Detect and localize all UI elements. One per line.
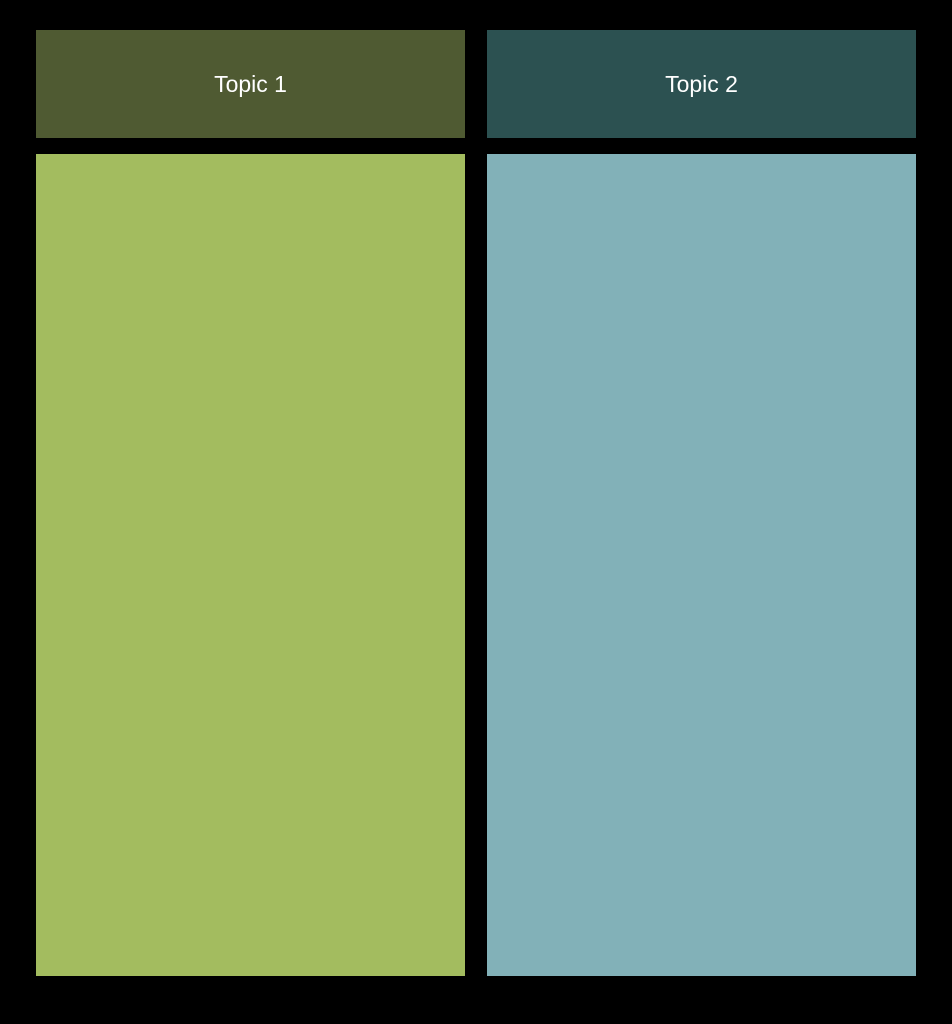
comparison-chart: Topic 1 Topic 2 xyxy=(0,0,952,1024)
topic-1-header: Topic 1 xyxy=(36,30,465,138)
topic-1-label: Topic 1 xyxy=(214,71,287,98)
topic-1-body xyxy=(36,154,465,976)
topic-2-header: Topic 2 xyxy=(487,30,916,138)
topic-2-body xyxy=(487,154,916,976)
topic-2-label: Topic 2 xyxy=(665,71,738,98)
